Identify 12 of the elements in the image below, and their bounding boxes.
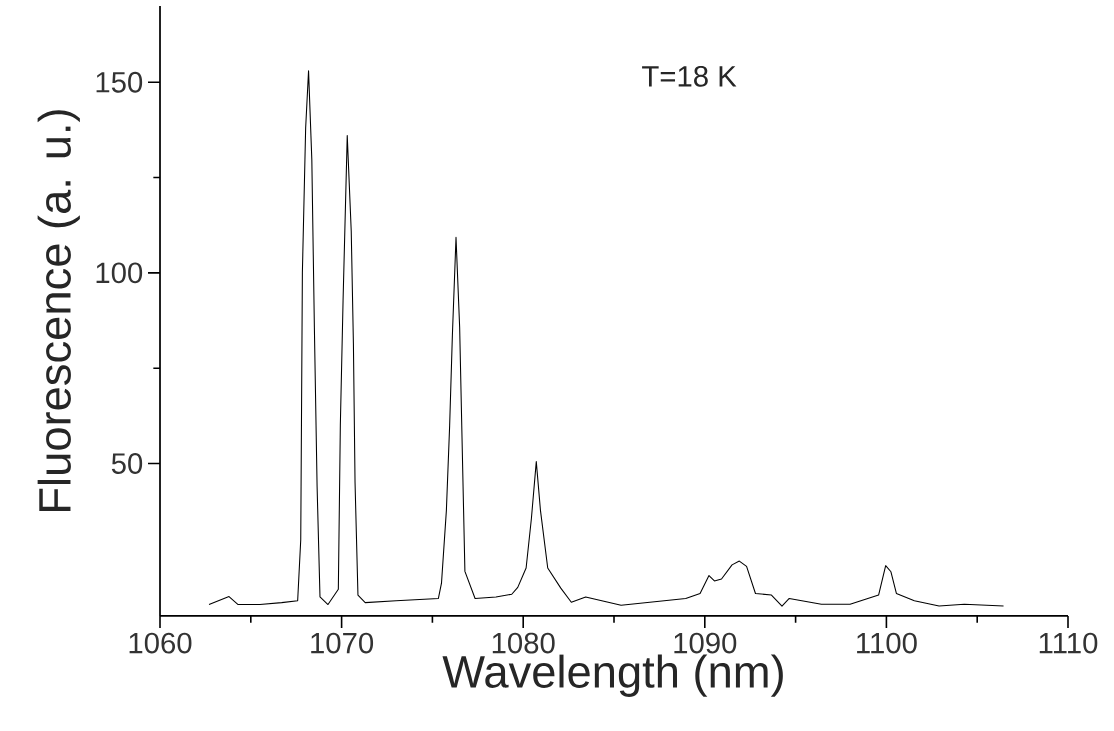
x-tick-label: 1070	[311, 632, 374, 654]
x-axis-title: Wavelength (nm)	[442, 654, 783, 697]
x-tick-label: 1100	[857, 632, 917, 654]
y-tick-label: 100	[96, 262, 143, 284]
x-tick-label: 1060	[129, 632, 192, 654]
x-tick-label: 1080	[492, 632, 555, 654]
annotation: T=18 K	[642, 65, 737, 87]
y-axis-title: Fluorescence (a. u.)	[37, 110, 80, 511]
y-tick-label: 50	[111, 453, 143, 474]
y-tick-label: 150	[96, 71, 143, 93]
x-tick-label: 1110	[1039, 632, 1098, 654]
x-tick-label: 1090	[674, 632, 737, 654]
